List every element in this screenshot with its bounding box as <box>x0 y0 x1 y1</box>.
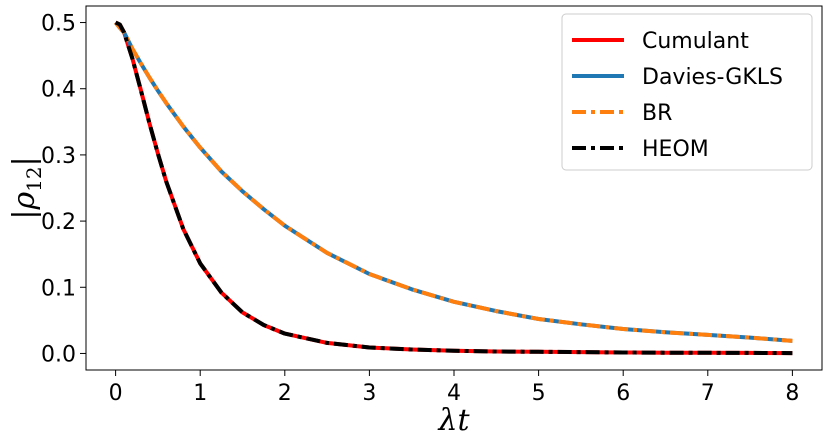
x-tick-label: 0 <box>109 381 123 406</box>
series-layer <box>114 20 793 356</box>
y-axis-label-symbol: ρ <box>7 192 42 211</box>
legend-box <box>561 13 813 171</box>
x-tick-label: 4 <box>447 381 461 406</box>
legend-label: BR <box>642 101 672 126</box>
y-axis-label-bar-left: | <box>7 210 42 220</box>
x-tick-label: 8 <box>785 381 799 406</box>
x-tick-label: 2 <box>278 381 292 406</box>
series-line-br <box>114 21 793 343</box>
x-tick-label: 5 <box>532 381 546 406</box>
y-tick-label: 0.5 <box>41 12 76 37</box>
y-tick-label: 0.3 <box>41 144 76 169</box>
y-tick-label: 0.0 <box>41 342 76 367</box>
legend: Cumulant Davies-GKLS BR HEOM <box>561 13 813 171</box>
y-tick-label: 0.2 <box>41 210 76 235</box>
series-line-heom <box>114 20 793 356</box>
x-tick-label: 6 <box>616 381 630 406</box>
x-axis-label: λt <box>437 403 470 438</box>
y-axis-label: |ρ12| <box>7 156 46 219</box>
x-tick-label: 3 <box>362 381 376 406</box>
x-axis-ticks: 0 1 2 3 4 5 6 7 8 <box>109 370 799 406</box>
y-axis-ticks: 0.0 0.1 0.2 0.3 0.4 0.5 <box>41 12 86 367</box>
x-tick-label: 1 <box>193 381 207 406</box>
legend-label: Davies-GKLS <box>642 65 783 90</box>
x-tick-label: 7 <box>701 381 715 406</box>
legend-items: Cumulant Davies-GKLS BR HEOM <box>572 29 783 162</box>
y-tick-label: 0.1 <box>41 276 76 301</box>
y-axis-label-subscript: 12 <box>22 166 46 191</box>
y-axis-label-bar-right: | <box>7 156 42 166</box>
y-tick-label: 0.4 <box>41 78 76 103</box>
legend-label: HEOM <box>642 137 709 162</box>
legend-label: Cumulant <box>642 29 749 54</box>
